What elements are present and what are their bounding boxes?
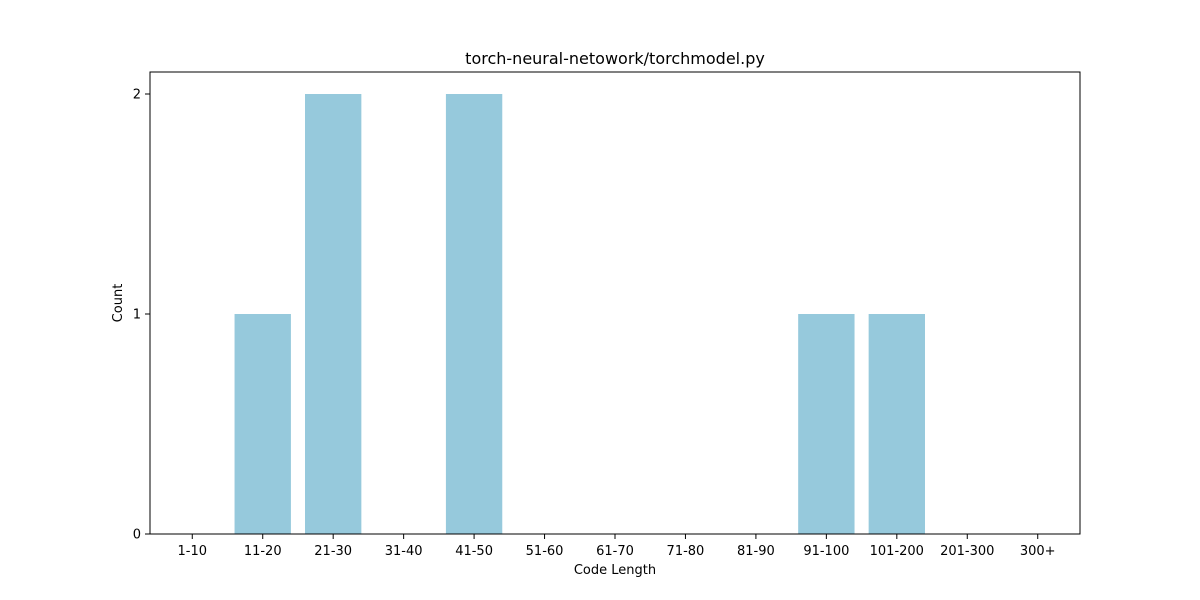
x-tick-label: 61-70 (596, 544, 634, 559)
x-tick-label: 21-30 (314, 544, 352, 559)
bar-91-100 (798, 314, 855, 534)
bar-11-20 (234, 314, 291, 534)
x-tick-label: 201-300 (940, 544, 994, 559)
x-tick-label: 81-90 (737, 544, 775, 559)
x-axis-title: Code Length (574, 563, 656, 578)
x-tick-label: 71-80 (667, 544, 705, 559)
bars-layer (234, 94, 925, 534)
x-tick-label: 11-20 (244, 544, 282, 559)
x-tick-label: 31-40 (385, 544, 423, 559)
x-tick-label: 101-200 (870, 544, 924, 559)
ticks-layer: 1-10 11-20 21-30 31-40 41-50 51-60 61-70 71-80 8… (133, 88, 1056, 560)
x-tick-label: 41-50 (455, 544, 493, 559)
bar-41-50 (445, 94, 503, 534)
chart-title: torch-neural-netowork/torchmodel.py (465, 49, 765, 68)
x-tick-label: 91-100 (803, 544, 849, 559)
x-tick-label: 51-60 (526, 544, 564, 559)
bar-21-30 (305, 94, 362, 534)
plot-area-frame (149, 71, 1081, 535)
y-tick-label: 0 (133, 528, 141, 543)
x-tick-label: 1-10 (178, 544, 208, 559)
y-tick-label: 1 (133, 308, 141, 323)
y-axis-title: Count (111, 284, 126, 323)
x-tick-label: 300+ (1020, 544, 1056, 559)
y-tick-label: 2 (133, 88, 141, 103)
bar-101-200 (868, 314, 925, 534)
